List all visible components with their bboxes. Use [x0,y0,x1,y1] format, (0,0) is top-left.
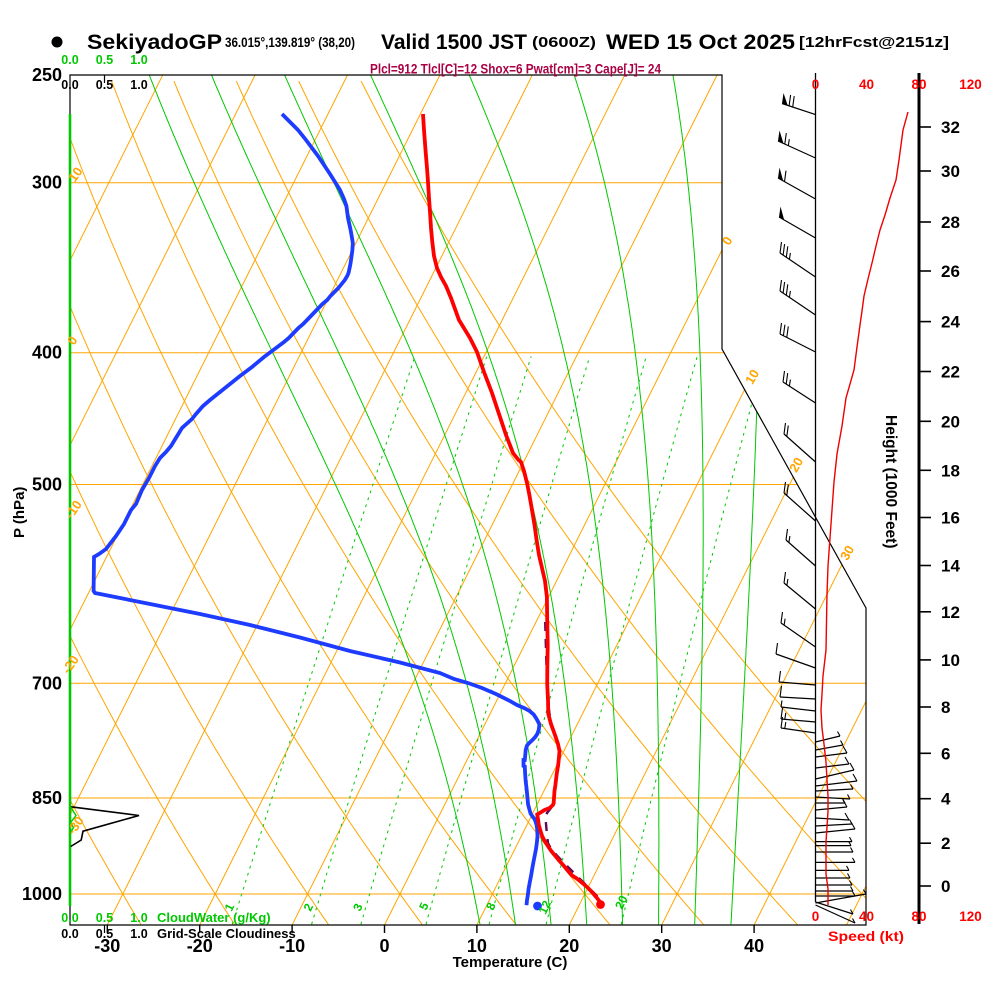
svg-text:6: 6 [941,744,950,763]
svg-text:0.5: 0.5 [96,53,113,67]
svg-text:30: 30 [941,162,960,181]
svg-text:0: 0 [812,909,820,924]
svg-text:700: 700 [32,673,62,693]
svg-text:Height (1000 Feet): Height (1000 Feet) [882,415,899,549]
svg-text:0.0: 0.0 [61,911,78,925]
svg-text:24: 24 [941,313,960,332]
svg-text:[12hrFcst@2151z]: [12hrFcst@2151z] [799,35,949,51]
svg-text:Speed (kt): Speed (kt) [828,929,904,944]
svg-text:28: 28 [941,213,960,232]
svg-text:26: 26 [941,262,960,281]
svg-text:10: 10 [467,936,487,956]
svg-text:Plcl=912 Tlcl[C]=12 Shox=6 Pwa: Plcl=912 Tlcl[C]=12 Shox=6 Pwat[cm]=3 Ca… [370,62,661,77]
svg-text:120: 120 [959,77,982,92]
svg-text:SekiyadoGP: SekiyadoGP [87,31,222,54]
svg-text:1.0: 1.0 [130,911,147,925]
svg-text:4: 4 [941,790,951,809]
svg-text:12: 12 [941,603,960,622]
svg-text:80: 80 [911,909,926,924]
svg-text:0.5: 0.5 [96,911,113,925]
svg-text:22: 22 [941,363,960,382]
svg-text:18: 18 [941,461,960,480]
svg-text:Grid-Scale Cloudiness: Grid-Scale Cloudiness [157,926,296,941]
svg-text:Temperature (C): Temperature (C) [453,954,568,971]
svg-text:CloudWater (g/Kg): CloudWater (g/Kg) [157,910,271,925]
svg-text:0.0: 0.0 [61,78,78,92]
svg-text:16: 16 [941,509,960,528]
svg-text:40: 40 [744,936,764,956]
svg-text:1.0: 1.0 [130,78,147,92]
svg-text:36.015°,139.819° (38,20): 36.015°,139.819° (38,20) [225,35,355,50]
svg-text:30: 30 [652,936,672,956]
svg-text:0.0: 0.0 [61,927,78,941]
svg-text:1.0: 1.0 [130,927,147,941]
svg-text:2: 2 [941,834,950,853]
svg-text:500: 500 [32,475,62,495]
svg-text:250: 250 [32,65,62,85]
svg-text:0: 0 [379,936,389,956]
svg-text:0.0: 0.0 [61,53,78,67]
svg-text:40: 40 [859,909,874,924]
svg-text:32: 32 [941,118,960,137]
svg-text:300: 300 [32,173,62,193]
svg-text:WED 15 Oct 2025: WED 15 Oct 2025 [606,31,795,54]
svg-text:8: 8 [941,698,950,717]
svg-text:10: 10 [941,651,960,670]
svg-text:850: 850 [32,788,62,808]
svg-text:(0600Z): (0600Z) [532,35,596,51]
svg-text:40: 40 [859,77,874,92]
svg-text:P (hPa): P (hPa) [11,487,28,538]
svg-text:14: 14 [941,557,960,576]
svg-text:1000: 1000 [22,884,62,904]
svg-text:1.0: 1.0 [130,53,147,67]
svg-text:0: 0 [941,877,950,896]
svg-text:20: 20 [559,936,579,956]
svg-text:20: 20 [941,412,960,431]
svg-text:Valid 1500 JST: Valid 1500 JST [381,31,527,54]
svg-text:120: 120 [959,909,982,924]
svg-text:0: 0 [812,77,820,92]
svg-text:400: 400 [32,343,62,363]
svg-text:80: 80 [911,77,926,92]
